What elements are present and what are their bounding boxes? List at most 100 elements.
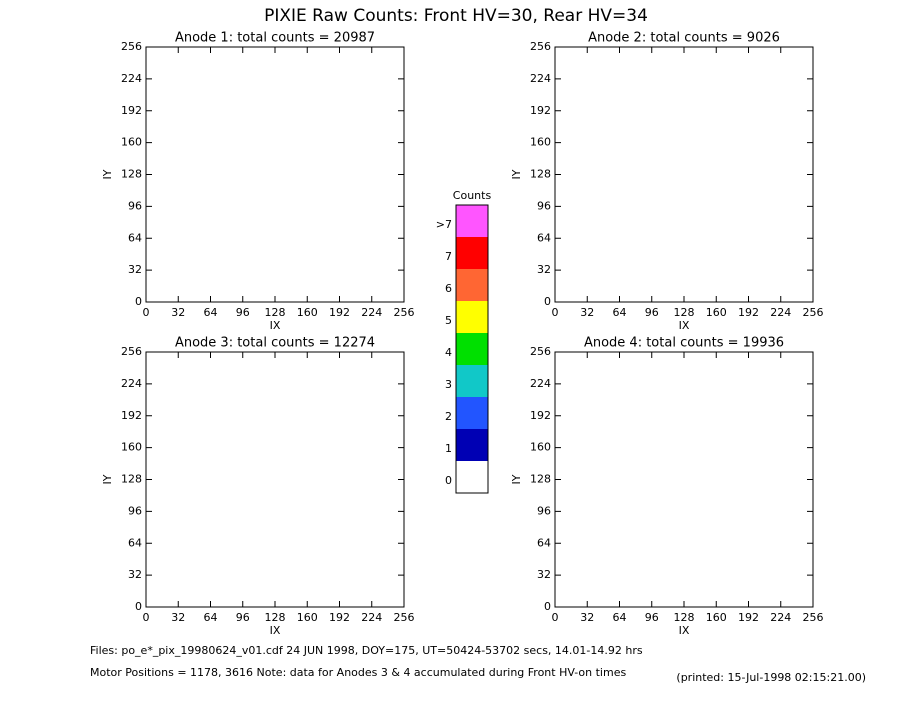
y-tick-label: 192 (121, 409, 142, 422)
y-tick-label: 160 (530, 441, 551, 454)
x-tick-label: 160 (706, 611, 727, 624)
footer-files: Files: po_e*_pix_19980624_v01.cdf 24 JUN… (90, 644, 643, 657)
x-tick-label: 128 (674, 611, 695, 624)
y-tick-label: 128 (121, 168, 142, 181)
x-tick-label: 256 (394, 611, 415, 624)
y-tick-label: 256 (530, 345, 551, 358)
colorbar-label: 1 (445, 442, 452, 455)
colorbar-segment (456, 429, 488, 461)
colorbar-label: 2 (445, 410, 452, 423)
x-tick-label: 192 (738, 611, 759, 624)
x-tick-label: 192 (738, 306, 759, 319)
x-tick-label: 128 (674, 306, 695, 319)
x-tick-label: 256 (803, 306, 824, 319)
x-tick-label: 256 (394, 306, 415, 319)
y-axis-label: IY (101, 474, 114, 484)
y-tick-label: 32 (537, 263, 551, 276)
y-tick-label: 64 (128, 231, 142, 244)
x-tick-label: 128 (265, 611, 286, 624)
x-tick-label: 224 (770, 306, 791, 319)
y-tick-label: 32 (128, 263, 142, 276)
y-tick-label: 96 (537, 504, 551, 517)
colorbar-segment (456, 301, 488, 333)
y-tick-label: 32 (537, 568, 551, 581)
x-tick-label: 0 (143, 611, 150, 624)
y-tick-label: 64 (537, 231, 551, 244)
footer-printed: (printed: 15-Jul-1998 02:15:21.00) (676, 671, 866, 684)
figure-title: PIXIE Raw Counts: Front HV=30, Rear HV=3… (264, 6, 648, 26)
colorbar-title: Counts (453, 189, 492, 202)
y-axis-label: IY (510, 474, 523, 484)
y-tick-label: 224 (530, 377, 551, 390)
y-tick-label: 64 (128, 536, 142, 549)
y-tick-label: 128 (530, 168, 551, 181)
x-tick-label: 0 (552, 611, 559, 624)
colorbar-segment (456, 461, 488, 493)
x-tick-label: 256 (803, 611, 824, 624)
x-tick-label: 96 (236, 611, 250, 624)
y-tick-label: 0 (135, 600, 142, 613)
y-tick-label: 256 (121, 40, 142, 53)
x-tick-label: 64 (613, 611, 627, 624)
colorbar-label: 0 (445, 474, 452, 487)
x-tick-label: 128 (265, 306, 286, 319)
colorbar-label: 5 (445, 314, 452, 327)
y-tick-label: 256 (530, 40, 551, 53)
x-tick-label: 160 (297, 611, 318, 624)
y-axis-label: IY (510, 169, 523, 179)
x-tick-label: 160 (706, 306, 727, 319)
x-tick-label: 96 (645, 611, 659, 624)
x-tick-label: 96 (645, 306, 659, 319)
footer-motor: Motor Positions = 1178, 3616 Note: data … (90, 666, 626, 679)
colorbar-segment (456, 365, 488, 397)
colorbar-segment (456, 205, 488, 237)
x-tick-label: 64 (204, 306, 218, 319)
y-tick-label: 256 (121, 345, 142, 358)
y-tick-label: 160 (121, 136, 142, 149)
colorbar-label: 4 (445, 346, 452, 359)
y-tick-label: 0 (544, 295, 551, 308)
y-tick-label: 64 (537, 536, 551, 549)
x-tick-label: 32 (580, 306, 594, 319)
x-tick-label: 224 (361, 611, 382, 624)
y-tick-label: 128 (530, 473, 551, 486)
colorbar-segment (456, 397, 488, 429)
x-tick-label: 96 (236, 306, 250, 319)
y-tick-label: 96 (537, 199, 551, 212)
y-tick-label: 160 (121, 441, 142, 454)
x-tick-label: 0 (143, 306, 150, 319)
panel-title: Anode 3: total counts = 12274 (175, 336, 375, 351)
y-axis-label: IY (101, 169, 114, 179)
x-tick-label: 32 (171, 306, 185, 319)
panel-title: Anode 4: total counts = 19936 (584, 336, 784, 351)
x-axis-label: IX (679, 624, 690, 637)
y-tick-label: 224 (121, 377, 142, 390)
colorbar-segment (456, 333, 488, 365)
y-tick-label: 192 (530, 409, 551, 422)
colorbar-frame (455, 204, 489, 494)
x-tick-label: 224 (770, 611, 791, 624)
colorbar-label: 6 (445, 282, 452, 295)
y-tick-label: 160 (530, 136, 551, 149)
y-tick-label: 0 (544, 600, 551, 613)
y-tick-label: 96 (128, 199, 142, 212)
x-axis-label: IX (270, 624, 281, 637)
y-tick-label: 224 (530, 72, 551, 85)
x-tick-label: 32 (580, 611, 594, 624)
y-tick-label: 0 (135, 295, 142, 308)
colorbar-segment (456, 237, 488, 269)
y-tick-label: 32 (128, 568, 142, 581)
colorbar-label: >7 (436, 218, 452, 231)
colorbar-label: 7 (445, 250, 452, 263)
y-tick-label: 192 (121, 104, 142, 117)
x-axis-label: IX (679, 319, 690, 332)
y-tick-label: 192 (530, 104, 551, 117)
x-tick-label: 224 (361, 306, 382, 319)
panel-title: Anode 2: total counts = 9026 (588, 31, 780, 46)
colorbar-segment (456, 269, 488, 301)
x-axis-label: IX (270, 319, 281, 332)
x-tick-label: 192 (329, 306, 350, 319)
x-tick-label: 192 (329, 611, 350, 624)
